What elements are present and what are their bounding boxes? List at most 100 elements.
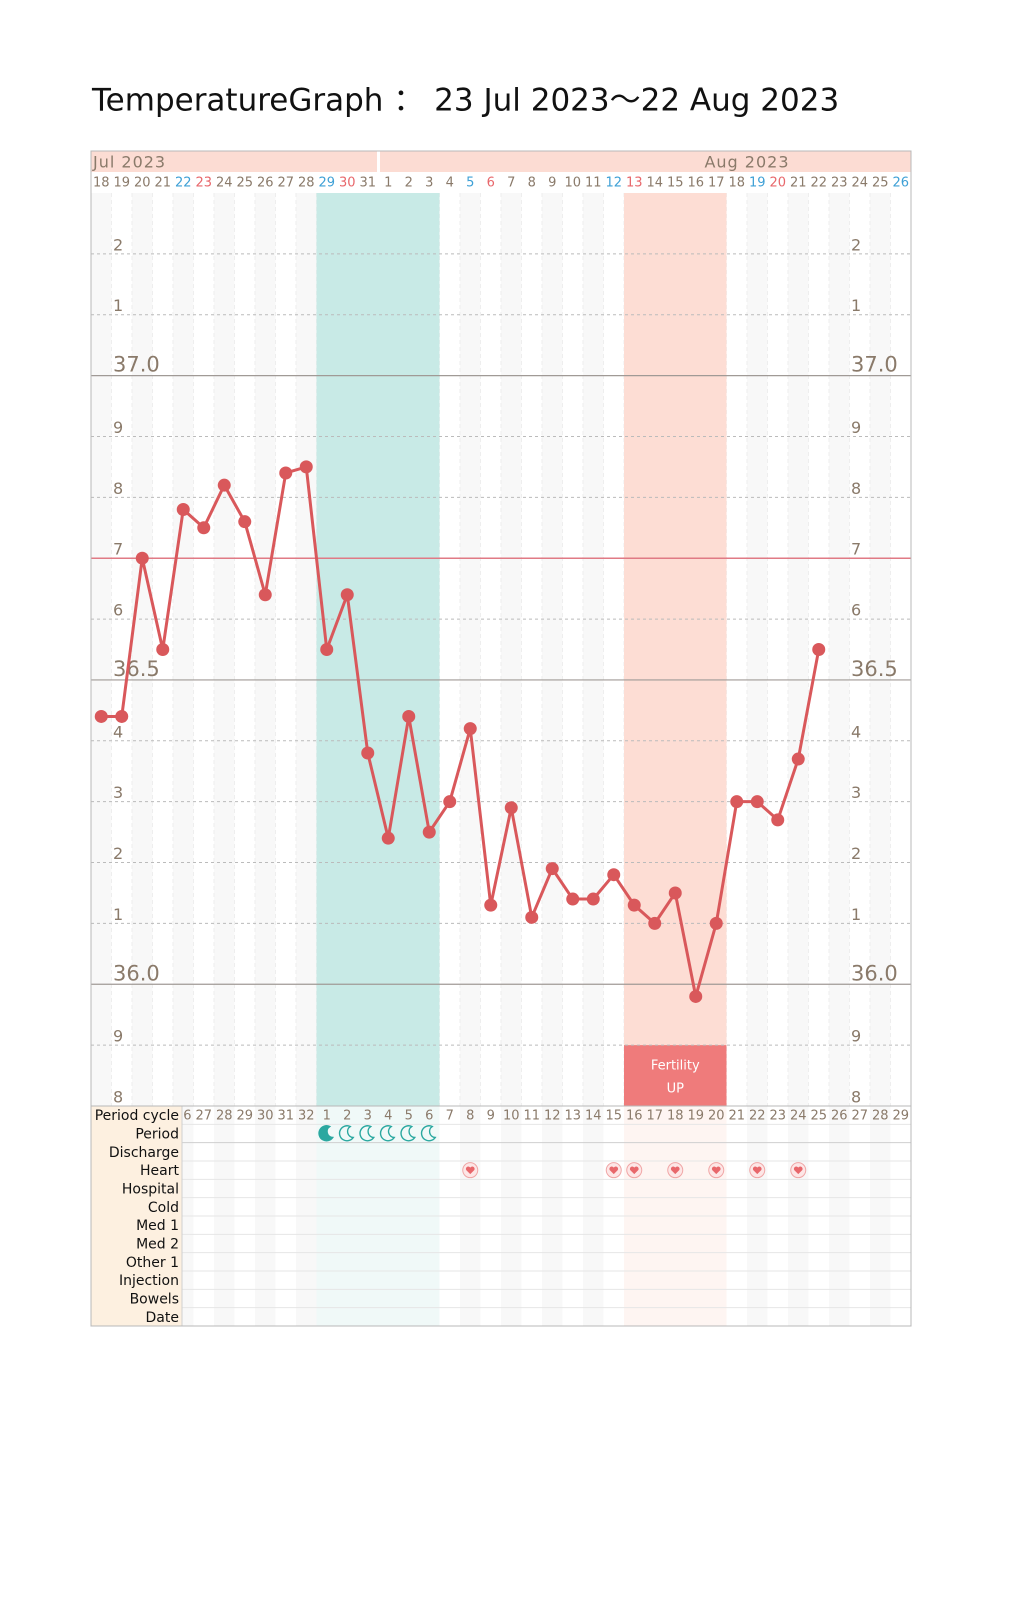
temperature-point — [94, 709, 108, 723]
cycle-day: 8 — [466, 1109, 474, 1124]
day-label: 21 — [790, 176, 807, 191]
column-stripe — [91, 193, 112, 1326]
cycle-day: 24 — [790, 1109, 807, 1124]
day-label: 17 — [708, 176, 725, 191]
y-tick-label: 7 — [113, 540, 123, 559]
table-label-column — [91, 1106, 182, 1326]
table-row-label: Med 1 — [136, 1218, 179, 1234]
cycle-day: 9 — [487, 1109, 495, 1124]
phase-band — [624, 193, 727, 1106]
day-label: 23 — [831, 176, 848, 191]
temperature-point — [668, 886, 682, 900]
day-label: 3 — [425, 176, 433, 191]
temperature-point — [176, 503, 190, 517]
temperature-point — [504, 801, 518, 815]
day-label: 30 — [339, 176, 356, 191]
temperature-point — [463, 722, 477, 736]
y-tick-label: 37.0 — [113, 353, 160, 377]
temperature-point — [156, 643, 170, 656]
y-tick-label: 8 — [113, 479, 123, 498]
table-row-label: Cold — [148, 1200, 179, 1216]
month-label: Aug 2023 — [704, 153, 789, 172]
temperature-point — [750, 795, 764, 809]
y-tick-label: 6 — [113, 601, 123, 620]
period-icon — [379, 1125, 396, 1142]
y-tick-label: 8 — [851, 1088, 861, 1107]
y-tick-label: 2 — [851, 235, 861, 254]
day-label: 16 — [687, 176, 704, 191]
cycle-day: 1 — [323, 1109, 331, 1124]
temperature-point — [525, 910, 539, 924]
column-stripe — [747, 193, 768, 1326]
temperature-line — [101, 465, 821, 998]
day-label: 24 — [851, 176, 868, 191]
heart-icon — [465, 1166, 475, 1175]
temperature-point — [258, 588, 272, 602]
period-icon — [318, 1125, 335, 1142]
y-tick-label: 9 — [113, 1027, 123, 1046]
temperature-point — [566, 892, 580, 906]
y-tick-label: 36.5 — [851, 657, 898, 681]
temperature-point — [217, 478, 231, 492]
cycle-day: 13 — [564, 1109, 581, 1124]
temperature-point — [320, 643, 334, 656]
day-label: 29 — [318, 176, 335, 191]
day-label: 1 — [384, 176, 392, 191]
fertility-label: UP — [667, 1082, 685, 1097]
heart-icon — [629, 1166, 639, 1175]
table-row-label: Bowels — [130, 1292, 179, 1308]
heart-icon — [670, 1166, 680, 1175]
table-row-label: Hospital — [122, 1182, 179, 1198]
column-stripe — [214, 193, 235, 1326]
cycle-day: 27 — [851, 1109, 868, 1124]
day-label: 14 — [646, 176, 663, 191]
heart-icon — [793, 1166, 803, 1175]
temperature-point — [484, 898, 498, 912]
day-label: 25 — [872, 176, 889, 191]
y-tick-label: 9 — [851, 418, 861, 437]
y-tick-label: 2 — [113, 235, 123, 254]
y-tick-label: 8 — [113, 1088, 123, 1107]
day-label: 6 — [487, 176, 495, 191]
cycle-day: 10 — [503, 1109, 520, 1124]
temperature-point — [627, 898, 641, 912]
table-row-label: Period — [135, 1127, 179, 1143]
cycle-day: 17 — [646, 1109, 663, 1124]
day-label: 20 — [769, 176, 786, 191]
column-stripe — [255, 193, 276, 1326]
cycle-day: 28 — [872, 1109, 889, 1124]
chart-frame — [90, 150, 912, 1327]
column-stripe — [296, 193, 317, 1326]
heart-icon — [752, 1166, 762, 1175]
y-tick-label: 36.0 — [851, 961, 898, 985]
y-tick-label: 36.5 — [113, 657, 160, 681]
cycle-day: 2 — [343, 1109, 351, 1124]
day-label: 24 — [216, 176, 233, 191]
column-stripe — [542, 193, 563, 1326]
day-label: 15 — [667, 176, 684, 191]
cycle-day: 22 — [749, 1109, 766, 1124]
fertility-box — [624, 1045, 727, 1106]
table-row-label: Discharge — [109, 1145, 179, 1161]
heart-icon — [609, 1166, 619, 1175]
temperature-point — [197, 521, 211, 535]
day-label: 18 — [93, 176, 110, 191]
cycle-day: 28 — [216, 1109, 233, 1124]
cycle-day: 19 — [687, 1109, 704, 1124]
period-icon — [359, 1125, 376, 1142]
y-tick-label: 1 — [113, 905, 123, 924]
temperature-point — [607, 868, 621, 882]
temperature-point — [730, 795, 744, 809]
y-tick-label: 4 — [851, 722, 861, 741]
day-label: 20 — [134, 176, 151, 191]
day-label: 2 — [405, 176, 413, 191]
day-label: 13 — [626, 176, 643, 191]
cycle-day: 7 — [446, 1109, 454, 1124]
column-stripe — [583, 193, 604, 1326]
day-label: 18 — [728, 176, 745, 191]
table-row-label: Med 2 — [136, 1237, 179, 1253]
heart-icon — [711, 1166, 721, 1175]
day-label: 25 — [236, 176, 253, 191]
cycle-day: 32 — [298, 1109, 315, 1124]
